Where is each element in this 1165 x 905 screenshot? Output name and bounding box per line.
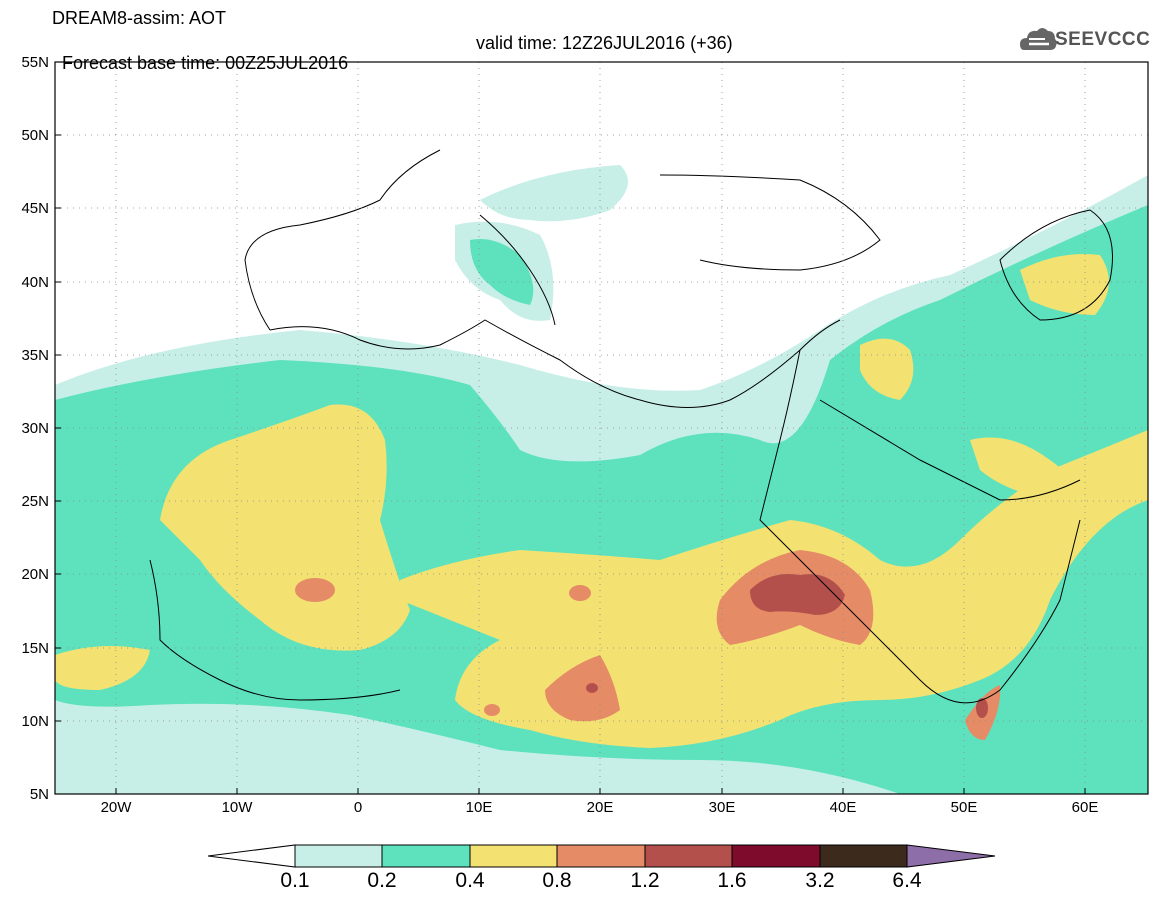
coastlines (149, 149, 1113, 704)
colorbar-above-triangle (906, 844, 996, 868)
aot-band-1.2 (750, 574, 845, 615)
lon-label: 40E (830, 799, 857, 816)
colorbar-label: 6.4 (892, 869, 922, 892)
lat-label: 10N (21, 713, 49, 730)
colorbar-label: 1.6 (717, 869, 747, 892)
aot-band-0.4-coast (55, 646, 150, 690)
lon-label: 20W (101, 799, 133, 816)
lon-labels: 20W 10W 0 10E 20E 30E 40E 50E 60E (101, 799, 1099, 816)
lon-label: 10W (222, 799, 254, 816)
lat-labels: 5N 10N 15N 20N 25N 30N 35N 40N 45N 50N 5… (21, 54, 49, 803)
aot-band-0.4-gulf (970, 437, 1068, 500)
lon-label: 10E (466, 799, 493, 816)
colorbar-label: 0.4 (455, 869, 485, 892)
ticks (55, 134, 1086, 794)
colorbar-label: 0.2 (367, 869, 397, 892)
lat-label: 15N (21, 640, 49, 657)
aot-band-0.8-spot-1 (295, 578, 335, 602)
lat-label: 50N (21, 127, 49, 144)
model-title: DREAM8-assim: AOT (52, 8, 227, 28)
lon-label: 50E (951, 799, 978, 816)
aot-band-0.4-west (160, 404, 410, 651)
colorbar-swatch-4 (556, 844, 646, 868)
logo-text: SEEVCCC (1055, 29, 1151, 50)
colorbar-swatch-7 (819, 844, 908, 868)
colorbar-label: 0.8 (542, 869, 572, 892)
lat-label: 35N (21, 347, 49, 364)
colorbar-label: 3.2 (805, 869, 835, 892)
lat-label: 45N (21, 200, 49, 217)
colorbar-swatch-5 (644, 844, 733, 868)
colorbar-swatch-6 (731, 844, 821, 868)
lat-label: 40N (21, 274, 49, 291)
colorbar (207, 844, 996, 868)
lon-label: 30E (709, 799, 736, 816)
aot-band-1.2-chad (586, 683, 598, 693)
colorbar-label: 0.1 (280, 869, 310, 892)
aot-band-0.8-chad (545, 655, 620, 722)
lon-label: 20E (587, 799, 614, 816)
base-time: Forecast base time: 00Z25JUL2016 (62, 53, 349, 73)
aot-band-0.1-balkans (480, 165, 628, 222)
colorbar-swatch-3 (469, 844, 558, 868)
forecast-times: Forecast base time: 00Z25JUL2016 valid t… (52, 33, 733, 93)
aot-band-0.8-spot-2 (569, 585, 591, 601)
lat-label: 20N (21, 566, 49, 583)
colorbar-below-triangle (207, 844, 296, 868)
aot-fields (55, 165, 1148, 794)
lon-label: 60E (1072, 799, 1099, 816)
aot-band-0.8-spot-3 (484, 704, 500, 716)
aot-band-0.4-caspian (1020, 254, 1109, 315)
lat-label: 55N (21, 54, 49, 71)
lat-label: 30N (21, 420, 49, 437)
colorbar-swatch-1 (294, 844, 383, 868)
logo-cloud-icon (1020, 28, 1057, 50)
aot-band-0.4-middle-east (860, 338, 914, 400)
colorbar-swatch-2 (381, 844, 471, 868)
aot-band-1.2-somalia (976, 698, 988, 718)
lon-label: 0 (354, 799, 362, 816)
lat-label: 25N (21, 493, 49, 510)
colorbar-label: 1.2 (630, 869, 660, 892)
aot-band-0.2-italy (470, 239, 534, 305)
valid-time: valid time: 12Z26JUL2016 (+36) (476, 33, 733, 53)
gridlines (55, 62, 1148, 794)
lat-label: 5N (30, 786, 49, 803)
